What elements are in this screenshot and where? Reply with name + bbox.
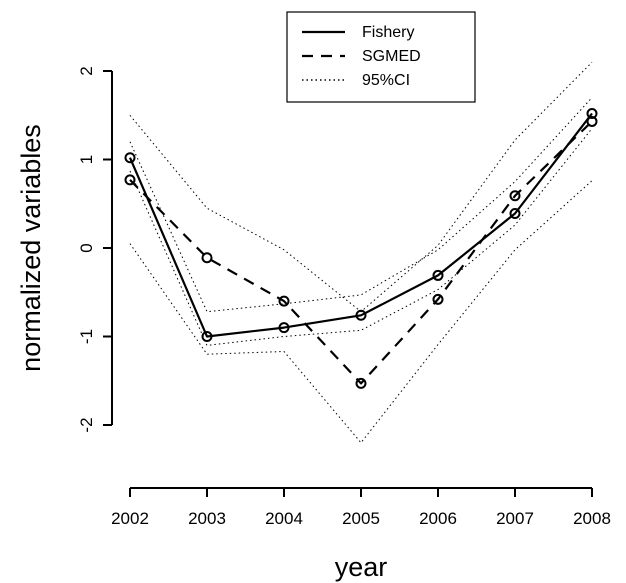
y-tick-label: -2 <box>77 417 96 432</box>
x-tick-label: 2008 <box>573 509 611 528</box>
series-line-ci-band-5 <box>129 128 593 346</box>
data-point-sgmed <box>124 174 136 186</box>
x-axis-title: year <box>335 552 388 582</box>
data-point-sgmed <box>509 190 521 202</box>
x-tick-label: 2002 <box>111 509 149 528</box>
series-line-fishery <box>128 112 593 338</box>
data-point-fishery <box>509 207 521 219</box>
data-point-sgmed <box>355 377 367 389</box>
series-line-sgmed <box>129 120 593 385</box>
legend-label-fishery: Fishery <box>362 24 414 41</box>
data-point-sgmed <box>432 293 444 305</box>
data-point-sgmed <box>201 252 213 264</box>
y-tick-label: 1 <box>77 155 96 164</box>
x-tick-label: 2006 <box>419 509 457 528</box>
legend-label-sgmed: SGMED <box>362 48 421 65</box>
data-point-fishery <box>124 152 136 164</box>
x-tick-label: 2003 <box>188 509 226 528</box>
data-point-fishery <box>432 269 444 281</box>
x-tick-label: 2007 <box>496 509 534 528</box>
y-tick-label: -1 <box>77 329 96 344</box>
x-axis: 2002 2003 2004 2005 2006 2007 2008 <box>111 487 611 528</box>
data-point-fishery <box>586 107 598 119</box>
y-tick-label: 0 <box>77 243 96 252</box>
y-axis: -2 -1 0 1 2 <box>77 66 113 433</box>
x-tick-label: 2004 <box>265 509 303 528</box>
data-point-fishery <box>355 309 367 321</box>
data-point-fishery <box>201 331 213 342</box>
data-point-sgmed <box>586 115 598 127</box>
series-lines-group <box>128 61 593 444</box>
legend-box <box>286 11 476 103</box>
x-tick-label: 2005 <box>342 509 380 528</box>
data-point-fishery <box>278 322 290 334</box>
y-axis-title: normalized variables <box>16 124 46 372</box>
legend: Fishery SGMED 95%CI <box>286 11 476 103</box>
data-point-sgmed <box>278 295 290 307</box>
series-markers-group <box>124 107 598 389</box>
legend-label-95-ci: 95%CI <box>362 72 410 89</box>
y-tick-label: 2 <box>77 66 96 75</box>
